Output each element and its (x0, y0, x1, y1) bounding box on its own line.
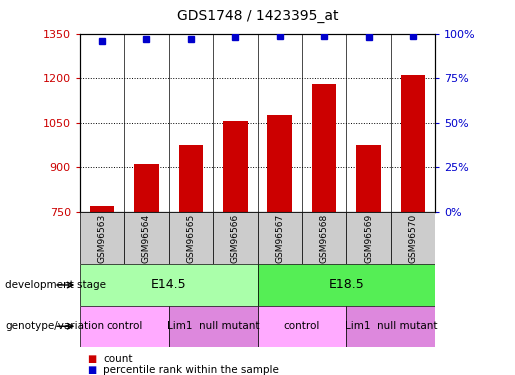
Bar (391, 212, 435, 264)
Bar (90, 206, 114, 212)
Text: GSM96567: GSM96567 (275, 213, 284, 263)
Bar (267, 116, 292, 212)
Text: GSM96569: GSM96569 (364, 213, 373, 263)
Bar (80, 264, 258, 306)
Bar (134, 164, 159, 212)
Text: GSM96570: GSM96570 (408, 213, 418, 263)
Text: GSM96565: GSM96565 (186, 213, 195, 263)
Text: genotype/variation: genotype/variation (5, 321, 104, 331)
Bar (258, 264, 435, 306)
Bar (179, 145, 203, 212)
Text: control: control (106, 321, 143, 331)
Text: percentile rank within the sample: percentile rank within the sample (103, 365, 279, 375)
Text: GSM96566: GSM96566 (231, 213, 240, 263)
Bar (346, 306, 435, 347)
Text: Lim1  null mutant: Lim1 null mutant (345, 321, 437, 331)
Text: GSM96563: GSM96563 (97, 213, 107, 263)
Bar (312, 84, 336, 212)
Text: GDS1748 / 1423395_at: GDS1748 / 1423395_at (177, 9, 338, 23)
Bar (258, 212, 302, 264)
Text: GSM96568: GSM96568 (320, 213, 329, 263)
Bar (80, 212, 124, 264)
Bar (346, 212, 391, 264)
Text: development stage: development stage (5, 280, 106, 290)
Bar (258, 306, 346, 347)
Text: control: control (284, 321, 320, 331)
Text: ■: ■ (88, 354, 97, 364)
Bar (302, 212, 346, 264)
Bar (80, 306, 169, 347)
Text: ■: ■ (88, 365, 97, 375)
Text: E18.5: E18.5 (329, 279, 364, 291)
Bar (401, 75, 425, 212)
Text: Lim1  null mutant: Lim1 null mutant (167, 321, 260, 331)
Bar (356, 145, 381, 212)
Text: count: count (103, 354, 132, 364)
Text: E14.5: E14.5 (151, 279, 186, 291)
Text: GSM96564: GSM96564 (142, 214, 151, 262)
Bar (223, 122, 248, 212)
Bar (124, 212, 169, 264)
Bar (213, 212, 258, 264)
Bar (169, 212, 213, 264)
Bar (169, 306, 258, 347)
